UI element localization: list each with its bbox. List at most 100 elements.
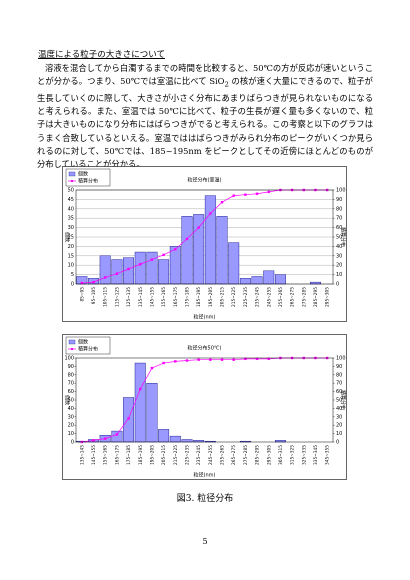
y-axis-label: 個数 <box>64 232 71 242</box>
marker <box>92 439 95 442</box>
figure-caption: 図3. 粒径分布 <box>176 494 234 504</box>
marker <box>174 360 177 363</box>
marker <box>232 358 235 361</box>
marker <box>150 258 154 261</box>
y2-tick-label: 10 <box>336 431 342 437</box>
marker <box>127 417 130 420</box>
marker <box>139 387 142 391</box>
bar <box>123 257 135 285</box>
marker <box>220 201 224 204</box>
marker <box>267 190 270 194</box>
legend-box <box>65 336 111 355</box>
marker <box>185 359 189 362</box>
y2-tick-label: 0 <box>336 282 339 288</box>
x-tick-label: 165~175 <box>173 287 179 307</box>
x-tick-label: 155~165 <box>161 287 167 307</box>
bar <box>134 251 146 285</box>
x-axis-label: 粒径(nm) <box>194 314 216 321</box>
x-tick-label: 315~325 <box>290 445 296 465</box>
marker <box>185 237 189 241</box>
y-tick-label: 40 <box>68 206 74 212</box>
x-tick-label: 265~275 <box>290 287 296 307</box>
y-tick-label: 45 <box>68 197 74 203</box>
x-tick-label: 225~235 <box>184 445 190 465</box>
chart-border <box>62 166 347 322</box>
y-tick-label: 70 <box>68 381 74 387</box>
x-tick-label: 285~295 <box>313 287 319 307</box>
y2-tick-label: 90 <box>336 197 342 203</box>
y2-tick-label: 30 <box>336 414 342 420</box>
y2-tick-label: 50 <box>336 235 342 241</box>
x-tick-label: 95~105 <box>91 287 97 305</box>
marker <box>104 437 107 440</box>
y2-tick-label: 40 <box>336 244 342 250</box>
y-tick-label: 40 <box>68 406 74 412</box>
x-tick-label: 135~145 <box>138 287 144 307</box>
bar <box>169 246 181 285</box>
marker <box>174 248 177 251</box>
y2-tick-label: 80 <box>336 206 342 212</box>
x-tick-label: 245~255 <box>266 287 272 307</box>
bar <box>146 383 158 443</box>
y2-tick-label: 100 <box>336 356 346 362</box>
bar <box>239 278 251 285</box>
heading: 温度による粒子の大きさについて <box>38 50 165 60</box>
subscript: 2 <box>224 80 229 89</box>
x-tick-label: 155~165 <box>103 445 109 465</box>
y2-tick-label: 70 <box>336 216 342 222</box>
page-number: 5 <box>202 537 208 546</box>
x-tick-label: 145~155 <box>149 287 155 307</box>
y-tick-label: 0 <box>71 282 74 288</box>
legend-label: 個数 <box>78 339 88 346</box>
y-tick-label: 50 <box>68 398 74 404</box>
bar <box>251 276 263 285</box>
y-tick-label: 60 <box>68 389 74 395</box>
bar <box>158 259 170 285</box>
x-tick-label: 235~245 <box>196 445 202 465</box>
y2-tick-label: 70 <box>336 381 342 387</box>
text: の核が速く大量にできるので、粒子が生長していくのに際して、大きさが小さく分布にあ… <box>37 76 373 170</box>
y-tick-label: 35 <box>68 216 74 222</box>
y2-axis-label: 積算分布 <box>340 227 347 247</box>
marker <box>197 358 200 361</box>
x-tick-label: 85~95 <box>79 287 85 302</box>
legend-swatch <box>68 171 76 177</box>
bar <box>146 251 158 285</box>
y-tick-label: 10 <box>68 431 74 437</box>
y2-tick-label: 10 <box>336 272 342 278</box>
x-tick-label: 275~285 <box>243 445 249 465</box>
y-tick-label: 100 <box>64 356 74 362</box>
y2-tick-label: 30 <box>336 253 342 259</box>
marker <box>255 357 259 361</box>
marker <box>162 253 165 257</box>
marker <box>150 366 154 370</box>
x-tick-label: 195~205 <box>149 445 155 465</box>
x-tick-label: 205~215 <box>161 445 167 465</box>
marker <box>80 281 84 285</box>
y-tick-label: 50 <box>68 188 74 194</box>
bar <box>111 259 123 285</box>
y-tick-label: 90 <box>68 364 74 370</box>
marker <box>162 361 165 365</box>
x-tick-label: 125~135 <box>126 287 132 307</box>
legend-marker <box>71 348 73 350</box>
marker <box>104 276 107 279</box>
legend-label: 積算分布 <box>78 346 98 353</box>
bar <box>193 214 205 285</box>
bar <box>181 216 193 285</box>
bar <box>134 362 146 443</box>
x-tick-label: 165~175 <box>114 445 120 465</box>
chart: 粒径分布50℃) 0 10 20 30 40 50 60 70 80 90 100 0 10 20 30 40 5… <box>62 334 347 480</box>
marker <box>232 194 235 197</box>
x-tick-label: 215~225 <box>231 287 237 307</box>
y2-axis-label: 積算分布 <box>340 390 347 410</box>
marker <box>244 193 247 196</box>
legend-swatch <box>68 339 76 345</box>
x-axis-label: 粒径(nm) <box>194 472 216 479</box>
x-tick-label: 285~295 <box>255 445 261 465</box>
marker <box>267 357 270 361</box>
bar <box>204 195 216 285</box>
x-tick-label: 255~265 <box>220 445 226 465</box>
bar <box>181 439 193 443</box>
